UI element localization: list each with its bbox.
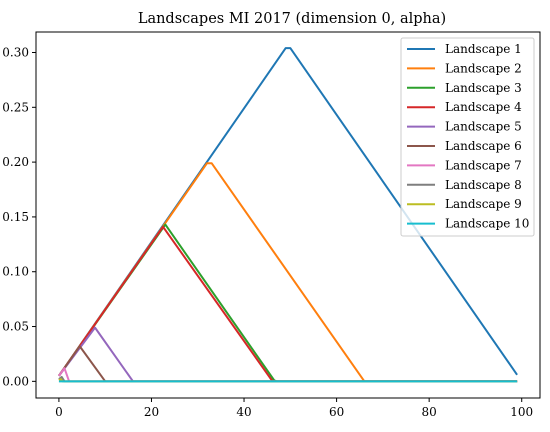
plot-area: [58, 47, 518, 383]
series-line-6: [58, 345, 518, 383]
legend-label-10: Landscape 10: [445, 217, 529, 231]
x-tick-label: 20: [144, 405, 159, 419]
legend-label-9: Landscape 9: [445, 197, 522, 211]
y-tick-label: 0.15: [2, 210, 29, 224]
series-line-3: [58, 223, 518, 383]
legend: Landscape 1 Landscape 2 Landscape 3 Landsca…: [400, 37, 535, 237]
series-line-5: [58, 326, 518, 383]
x-tick-label: 40: [236, 405, 251, 419]
chart-title: Landscapes MI 2017 (dimension 0, alpha): [138, 11, 446, 27]
y-tick-label: 0.30: [2, 45, 29, 59]
series-line-4: [58, 225, 518, 383]
axes-frame: [35, 31, 541, 399]
legend-label-6: Landscape 6: [445, 139, 522, 153]
legend-label-1: Landscape 1: [445, 42, 522, 56]
y-tick-label: 0.20: [2, 155, 29, 169]
x-tick-label: 60: [329, 405, 344, 419]
legend-label-4: Landscape 4: [445, 100, 522, 114]
y-tick-label: 0.00: [2, 374, 29, 388]
axes: 0 20 40 60 80 100 0.00 0.05 0.10 0.15 0.20 0.25 0.30: [2, 31, 541, 419]
y-tick-label: 0.05: [2, 320, 29, 334]
legend-label-7: Landscape 7: [445, 158, 522, 172]
x-tick-label: 80: [422, 405, 437, 419]
y-tick-label: 0.10: [2, 265, 29, 279]
x-tick-label: 0: [55, 405, 63, 419]
legend-label-3: Landscape 3: [445, 81, 522, 95]
x-tick-label: 100: [510, 405, 533, 419]
legend-label-8: Landscape 8: [445, 178, 522, 192]
legend-label-2: Landscape 2: [445, 61, 522, 75]
y-tick-label: 0.25: [2, 100, 29, 114]
legend-label-5: Landscape 5: [445, 120, 522, 134]
